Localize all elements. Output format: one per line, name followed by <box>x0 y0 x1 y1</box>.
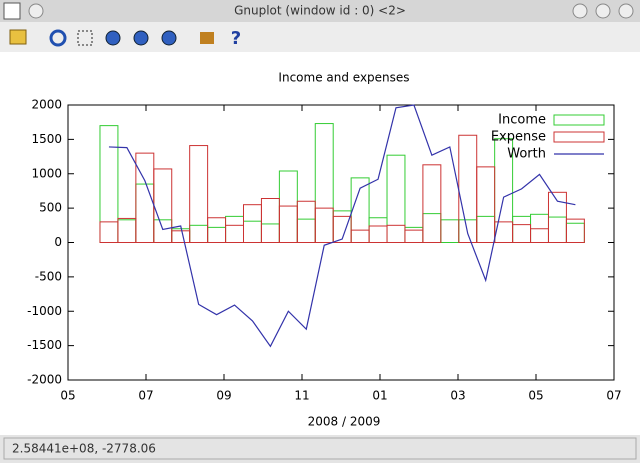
y-tick-label: 0 <box>54 235 62 249</box>
x-tick-label: 07 <box>606 389 621 403</box>
x-tick-label: 09 <box>216 389 231 403</box>
legend-label: Expense <box>491 130 546 145</box>
line <box>108 104 576 348</box>
bar <box>476 166 496 243</box>
x-tick-label: 01 <box>372 389 387 403</box>
grid-button[interactable] <box>77 30 93 46</box>
zoom-forward-button[interactable] <box>133 30 149 46</box>
close-button[interactable] <box>618 3 634 19</box>
menu-button[interactable] <box>28 3 44 19</box>
legend-swatch <box>553 114 605 126</box>
maximize-button[interactable] <box>595 3 611 19</box>
x-tick-label: 07 <box>138 389 153 403</box>
app-icon <box>3 2 21 20</box>
x-tick-label: 11 <box>294 389 309 403</box>
y-tick-label: 1000 <box>31 166 62 180</box>
x-tick-label: 05 <box>60 389 75 403</box>
y-tick-label: 2000 <box>31 98 62 112</box>
replot-button[interactable] <box>49 29 67 47</box>
y-tick-label: 1500 <box>31 132 62 146</box>
x-tick-label: 03 <box>450 389 465 403</box>
bar <box>547 191 567 243</box>
y-tick-label: -2000 <box>27 373 62 387</box>
legend-label: Worth <box>507 147 546 162</box>
y-tick-label: 500 <box>39 201 62 215</box>
bar <box>189 145 209 243</box>
toolbar <box>0 22 640 52</box>
status-text: 2.58441e+08, -2778.06 <box>12 442 156 456</box>
export-button[interactable] <box>9 29 27 45</box>
bar <box>565 218 585 243</box>
status-bar <box>0 435 640 463</box>
x-axis-label: 2008 / 2009 <box>308 415 381 429</box>
minimize-button[interactable] <box>572 3 588 19</box>
plot-canvas <box>0 52 640 435</box>
bar <box>422 164 442 243</box>
status-frame <box>3 437 637 460</box>
legend-swatch <box>553 131 605 143</box>
help-button[interactable]: ? <box>231 28 241 49</box>
title-bar <box>0 0 640 22</box>
y-tick-label: -1000 <box>27 304 62 318</box>
unzoom-button[interactable] <box>161 30 177 46</box>
x-tick-label: 05 <box>528 389 543 403</box>
chart-title: Income and expenses <box>278 71 409 85</box>
bar <box>332 215 352 243</box>
window-title: Gnuplot (window id : 0) <2> <box>234 4 406 18</box>
y-tick-label: -1500 <box>27 338 62 352</box>
settings-button[interactable] <box>200 32 214 44</box>
y-tick-label: -500 <box>35 269 62 283</box>
legend-label: Income <box>498 113 546 128</box>
zoom-back-button[interactable] <box>105 30 121 46</box>
